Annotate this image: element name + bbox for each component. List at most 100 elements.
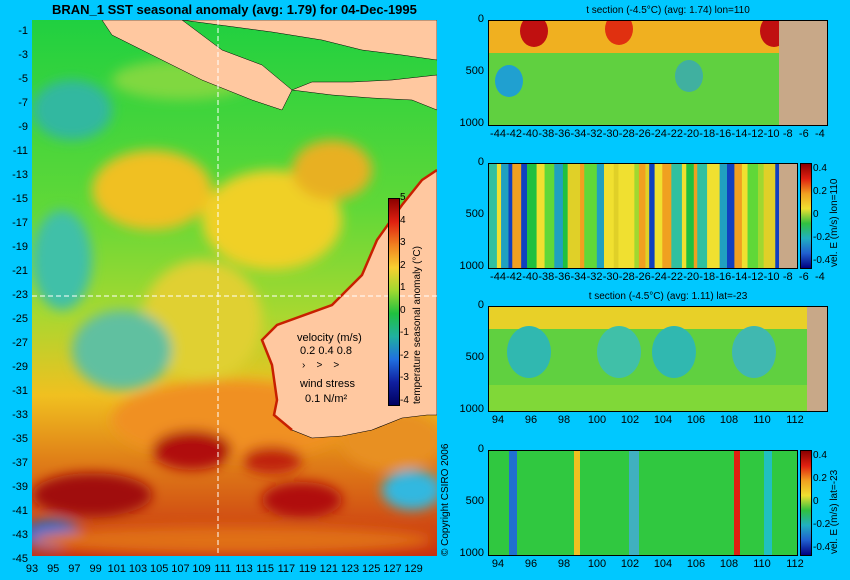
section-x-tick-label: -18 bbox=[699, 271, 716, 283]
velocity-colorbar-tick: -0.4 bbox=[813, 255, 831, 266]
section-x-tick-label: 100 bbox=[587, 414, 607, 426]
section-plot[interactable] bbox=[488, 20, 828, 126]
section-plot[interactable] bbox=[488, 450, 798, 556]
section-x-tick-label: -6 bbox=[798, 128, 809, 140]
velocity-colorbar-tick: 0 bbox=[813, 209, 819, 220]
section-x-tick-label: -30 bbox=[602, 271, 619, 283]
section-x-tick-label: 96 bbox=[524, 414, 538, 426]
velocity-colorbar-label: vel. E (m/s) lat=-23 bbox=[829, 469, 840, 554]
sst-colorbar-tick: -4 bbox=[400, 394, 409, 406]
section-x-tick-label: -32 bbox=[586, 128, 603, 140]
lon-tick-label: 105 bbox=[150, 563, 169, 575]
section-x-tick-label: 106 bbox=[686, 414, 706, 426]
section-x-tick-label: -10 bbox=[763, 128, 780, 140]
section-x-tick-label: -20 bbox=[683, 271, 700, 283]
section-x-tick-label: -36 bbox=[554, 271, 571, 283]
depth-tick-label: 1000 bbox=[459, 547, 484, 559]
velocity-colorbar bbox=[800, 163, 812, 269]
lat-tick-label: -37 bbox=[12, 457, 28, 469]
section-x-tick-label: -40 bbox=[522, 271, 539, 283]
section-x-tick-label: -16 bbox=[715, 128, 732, 140]
lon-tick-label: 115 bbox=[256, 563, 274, 575]
lon-tick-label: 113 bbox=[235, 563, 253, 575]
lat-tick-label: -9 bbox=[18, 121, 28, 133]
lat-tick-label: -25 bbox=[12, 313, 28, 325]
section-x-tick-label: 94 bbox=[491, 414, 505, 426]
lat-tick-label: -11 bbox=[12, 145, 28, 157]
lon-tick-label: 99 bbox=[89, 563, 102, 575]
section-x-tick-label: 102 bbox=[620, 414, 640, 426]
section-x-tick-label: -16 bbox=[715, 271, 732, 283]
sst-map[interactable] bbox=[22, 19, 442, 556]
lat-tick-label: -1 bbox=[18, 25, 28, 37]
lon-tick-label: 111 bbox=[214, 563, 232, 575]
section-x-tick-label: 112 bbox=[786, 414, 804, 426]
section-x-tick-label: 102 bbox=[620, 558, 640, 570]
velocity-colorbar-tick: 0.2 bbox=[813, 186, 827, 197]
section-x-tick-label: -34 bbox=[570, 271, 587, 283]
sst-colorbar-tick: -2 bbox=[400, 349, 409, 361]
copyright: © Copyright CSIRO 2006 bbox=[440, 443, 451, 556]
wind-legend-value: 0.1 N/m² bbox=[305, 393, 348, 405]
lat-tick-label: -39 bbox=[12, 481, 28, 493]
sst-colorbar-tick: 0 bbox=[400, 304, 406, 316]
section-plot[interactable] bbox=[488, 163, 798, 269]
section-x-tick-label: -24 bbox=[650, 128, 667, 140]
section-plot[interactable] bbox=[488, 306, 828, 412]
depth-tick-label: 500 bbox=[465, 65, 484, 77]
lon-tick-label: 127 bbox=[383, 563, 402, 575]
sst-colorbar-tick: -1 bbox=[400, 327, 409, 338]
section-x-tick-label: 100 bbox=[587, 558, 607, 570]
lon-tick-label: 93 bbox=[25, 563, 39, 575]
sst-colorbar bbox=[388, 198, 400, 406]
section-x-tick-label: -4 bbox=[815, 271, 825, 283]
lat-tick-label: -33 bbox=[12, 409, 28, 421]
map-title: BRAN_1 SST seasonal anomaly (avg: 1.79) … bbox=[52, 2, 417, 17]
sst-colorbar-tick: 2 bbox=[400, 259, 406, 271]
sst-anomaly-field bbox=[22, 60, 442, 554]
velocity-arrows-icon: › > > bbox=[302, 360, 340, 371]
section-x-tick-label: -42 bbox=[506, 271, 523, 283]
section-x-tick-label: -12 bbox=[747, 271, 764, 283]
lon-tick-label: 101 bbox=[107, 563, 126, 575]
depth-tick-label: 1000 bbox=[459, 403, 484, 415]
section-x-tick-label: -8 bbox=[782, 128, 793, 140]
velocity-colorbar-tick: 0.4 bbox=[813, 450, 827, 461]
lon-tick-label: 107 bbox=[171, 563, 190, 575]
wind-legend-title: wind stress bbox=[300, 378, 356, 390]
section-x-tick-label: -8 bbox=[782, 271, 793, 283]
lat-tick-label: -27 bbox=[12, 337, 28, 349]
lon-tick-label: 129 bbox=[404, 563, 423, 575]
lon-tick-label: 95 bbox=[47, 563, 60, 575]
depth-tick-label: 500 bbox=[465, 351, 484, 363]
lat-tick-label: -41 bbox=[12, 505, 28, 517]
section-x-tick-label: -30 bbox=[602, 128, 619, 140]
section-x-tick-label: -32 bbox=[586, 271, 603, 283]
lat-tick-label: -45 bbox=[12, 553, 28, 565]
lat-tick-label: -7 bbox=[18, 97, 28, 109]
depth-tick-label: 500 bbox=[465, 495, 484, 507]
sst-colorbar-tick: 5 bbox=[400, 192, 406, 203]
lat-tick-label: -31 bbox=[12, 385, 28, 397]
section-x-tick-label: -22 bbox=[667, 128, 683, 140]
section-x-tick-label: 108 bbox=[719, 558, 739, 570]
section-x-tick-label: -28 bbox=[618, 271, 635, 283]
section-x-tick-label: 110 bbox=[753, 558, 771, 570]
section-x-tick-label: -12 bbox=[747, 128, 764, 140]
depth-tick-label: 500 bbox=[465, 208, 484, 220]
lat-tick-label: -5 bbox=[18, 73, 28, 85]
velocity-colorbar bbox=[800, 450, 812, 556]
lon-tick-label: 103 bbox=[128, 563, 148, 575]
section-x-tick-label: -14 bbox=[731, 128, 748, 140]
lon-tick-label: 123 bbox=[340, 563, 360, 575]
lat-tick-label: -13 bbox=[12, 169, 28, 181]
lat-tick-label: -35 bbox=[12, 433, 28, 445]
section-x-tick-label: -6 bbox=[798, 271, 809, 283]
sst-colorbar-label: temperature seasonal anomaly (°C) bbox=[412, 246, 423, 404]
lat-tick-label: -3 bbox=[18, 49, 28, 61]
section-x-tick-label: 104 bbox=[653, 414, 673, 426]
section-x-tick-label: 110 bbox=[753, 414, 771, 426]
section-x-tick-label: -38 bbox=[538, 271, 555, 283]
section-x-tick-label: -40 bbox=[522, 128, 539, 140]
section-x-tick-label: -26 bbox=[634, 128, 651, 140]
